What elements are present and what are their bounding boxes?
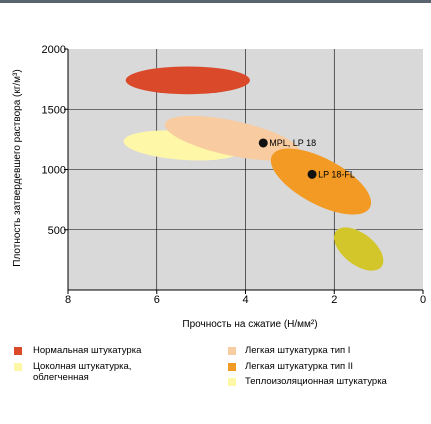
top-divider bbox=[0, 0, 431, 3]
region-ellipse bbox=[270, 148, 372, 215]
data-point bbox=[258, 138, 268, 148]
region-ellipse bbox=[125, 66, 250, 95]
y-axis-label: Плотность затвердевшего раствора (кг/м³) bbox=[12, 69, 23, 266]
regions bbox=[123, 66, 384, 271]
x-tick-label: 2 bbox=[331, 294, 337, 306]
x-tick-label: 0 bbox=[420, 294, 426, 306]
x-tick-label: 8 bbox=[65, 294, 71, 306]
region-ellipse bbox=[333, 227, 384, 271]
y-tick-label: 500 bbox=[48, 225, 66, 237]
y-tick-label: 2000 bbox=[42, 44, 66, 56]
x-tick-label: 6 bbox=[154, 294, 160, 306]
grid bbox=[68, 49, 423, 290]
x-tick-label: 4 bbox=[242, 294, 248, 306]
data-point-label: LP 18-FL bbox=[318, 169, 355, 179]
ticks: 8 6 4 2 0 500 1000 1500 2000 bbox=[42, 44, 427, 306]
data-point bbox=[307, 169, 317, 179]
data-point-label: MPL, LP 18 bbox=[269, 138, 316, 148]
y-tick-label: 1000 bbox=[42, 165, 66, 177]
x-axis-label: Прочность на сжатие (Н/мм²) bbox=[182, 319, 317, 330]
region-ellipse bbox=[164, 115, 300, 161]
points: MPL, LP 18 LP 18-FL bbox=[258, 138, 355, 179]
y-tick-label: 1500 bbox=[42, 104, 66, 116]
